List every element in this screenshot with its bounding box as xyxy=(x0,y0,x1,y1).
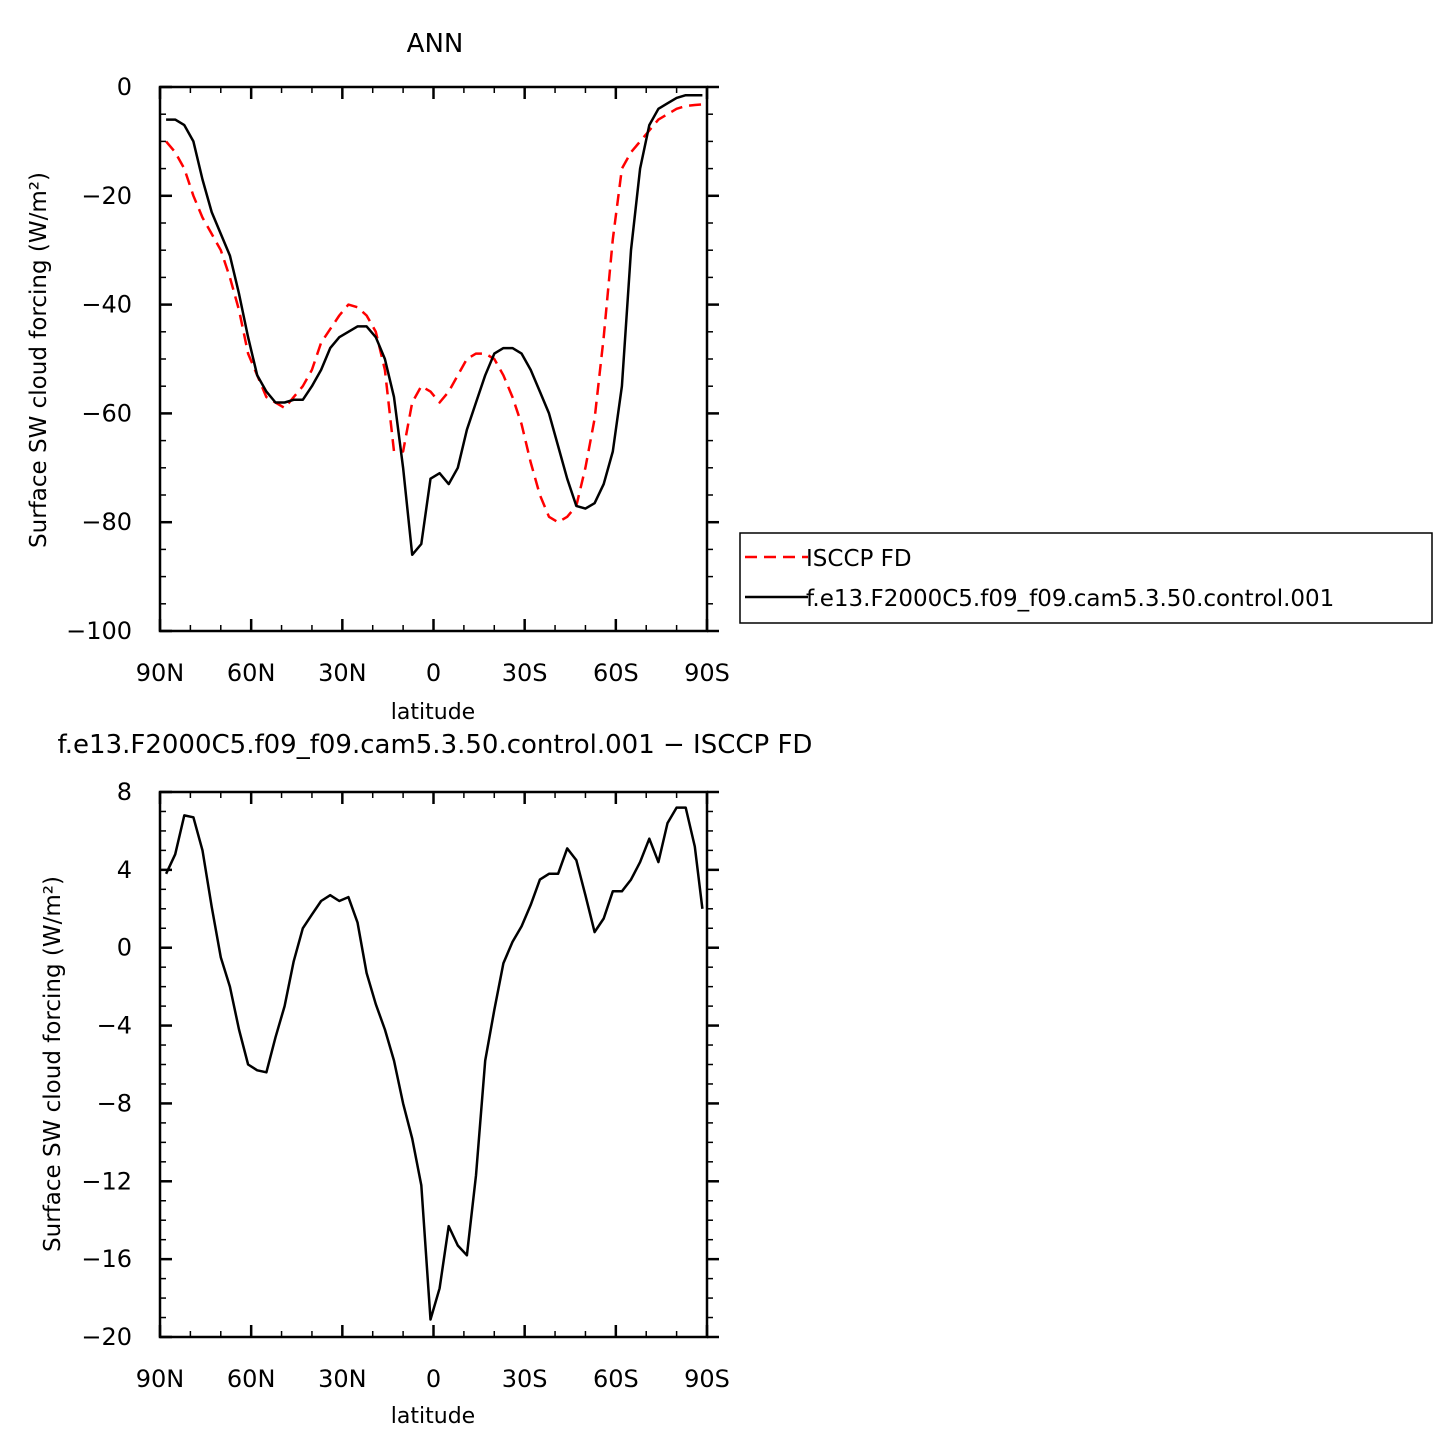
x-tick-label: 30S xyxy=(502,1365,548,1393)
axis-ticks: 90N 60N 30N 0 30S 60S 90S 8 4 0 −4 −8 −12 −16 −20 xyxy=(81,778,730,1393)
series-line-0 xyxy=(165,103,703,524)
x-tick-label: 30N xyxy=(318,659,367,687)
x-tick-label: 90S xyxy=(684,659,730,687)
series-layer xyxy=(165,93,703,557)
chart-title: f.e13.F2000C5.f09_f09.cam5.3.50.control.… xyxy=(58,730,813,760)
series-line-1 xyxy=(166,93,703,557)
top-panel: ANN Surface SW cloud forcing (W/m²) lati… xyxy=(26,29,730,725)
y-axis-label: Surface SW cloud forcing (W/m²) xyxy=(40,876,66,1252)
x-tick-label: 30N xyxy=(318,1365,367,1393)
series-line-0 xyxy=(164,806,704,1321)
legend-frame xyxy=(739,532,1433,624)
y-tick-label: 0 xyxy=(117,73,132,101)
axis-ticks: 90N 60N 30N 0 30S 60S 90S 0 −20 −40 −60 −80 −100 xyxy=(66,73,730,687)
y-tick-label: −20 xyxy=(81,1323,132,1351)
chart-title: ANN xyxy=(407,29,464,59)
y-tick-label: 8 xyxy=(117,778,132,806)
x-tick-label: 60N xyxy=(227,1365,276,1393)
x-axis-label: latitude xyxy=(391,700,475,725)
y-tick-label: −4 xyxy=(97,1012,132,1040)
y-tick-label: −100 xyxy=(66,617,132,645)
y-tick-label: −12 xyxy=(81,1167,132,1195)
y-tick-label: 0 xyxy=(117,934,132,962)
x-tick-label: 0 xyxy=(426,1365,441,1393)
bottom-panel: f.e13.F2000C5.f09_f09.cam5.3.50.control.… xyxy=(40,730,812,1429)
plot-frame xyxy=(158,790,709,1339)
x-tick-label: 60S xyxy=(593,659,639,687)
legend-label-isccp: ISCCP FD xyxy=(806,546,912,572)
y-tick-label: −40 xyxy=(81,291,132,319)
legend: ISCCP FD f.e13.F2000C5.f09_f09.cam5.3.50… xyxy=(739,532,1433,624)
x-tick-label: 60N xyxy=(227,659,276,687)
y-axis-label: Surface SW cloud forcing (W/m²) xyxy=(26,172,52,548)
legend-label-model: f.e13.F2000C5.f09_f09.cam5.3.50.control.… xyxy=(806,586,1334,612)
y-tick-label: −16 xyxy=(81,1245,132,1273)
y-tick-label: −8 xyxy=(97,1089,132,1117)
x-tick-label: 60S xyxy=(593,1365,639,1393)
x-tick-label: 30S xyxy=(502,659,548,687)
x-tick-label: 90N xyxy=(136,659,185,687)
y-tick-label: −20 xyxy=(81,182,132,210)
x-axis-label: latitude xyxy=(391,1404,475,1429)
x-tick-label: 0 xyxy=(426,659,441,687)
x-tick-label: 90S xyxy=(684,1365,730,1393)
series-layer xyxy=(164,806,704,1321)
x-tick-label: 90N xyxy=(136,1365,185,1393)
y-tick-label: −80 xyxy=(81,508,132,536)
y-tick-label: −60 xyxy=(81,399,132,427)
y-tick-label: 4 xyxy=(117,856,132,884)
